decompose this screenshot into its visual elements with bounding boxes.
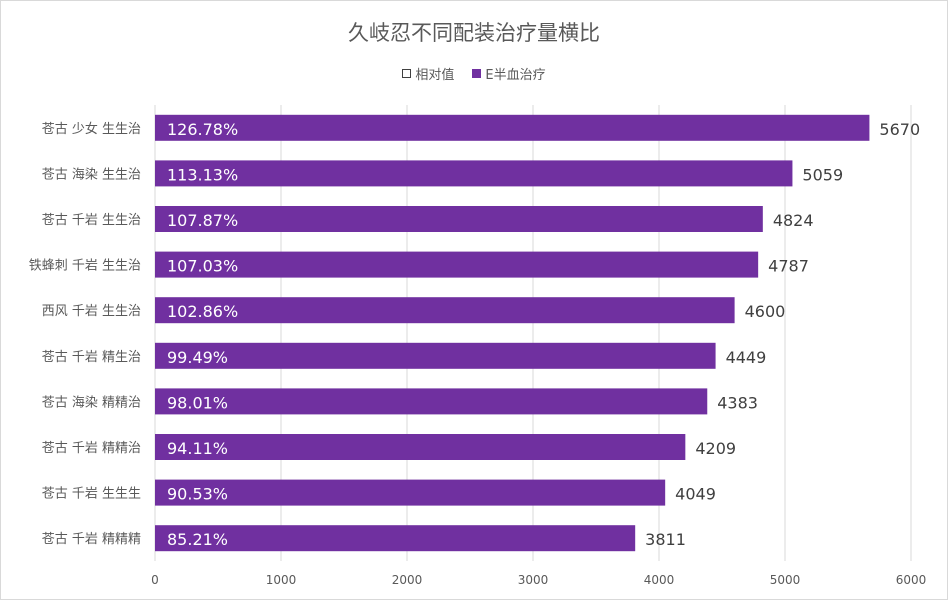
heal-value-label-6: 4383 bbox=[717, 393, 758, 412]
legend-swatch-relative bbox=[402, 69, 412, 78]
bar-0 bbox=[155, 114, 870, 141]
bar-4 bbox=[155, 297, 735, 324]
bar-1 bbox=[155, 160, 793, 187]
relative-value-label-9: 85.21% bbox=[167, 530, 228, 549]
heal-value-label-1: 5059 bbox=[802, 165, 843, 184]
relative-value-label-7: 94.11% bbox=[167, 439, 228, 458]
relative-value-label-1: 113.13% bbox=[167, 165, 238, 184]
bar-6 bbox=[155, 388, 708, 415]
category-label-7: 苍古 千岩 精精治 bbox=[42, 441, 141, 456]
category-label-3: 铁蜂刺 千岩 生生治 bbox=[29, 259, 141, 274]
x-tick-label-6000: 6000 bbox=[896, 573, 927, 587]
heal-value-label-0: 5670 bbox=[879, 120, 920, 139]
category-label-0: 苍古 少女 生生治 bbox=[42, 121, 141, 137]
chart-title: 久岐忍不同配装治疗量横比 bbox=[348, 21, 600, 45]
category-label-1: 苍古 海染 生生治 bbox=[42, 167, 141, 182]
bar-2 bbox=[155, 206, 763, 232]
legend-label-relative: 相对值 bbox=[415, 68, 455, 83]
bar-5 bbox=[155, 342, 716, 369]
relative-value-label-8: 90.53% bbox=[167, 485, 228, 504]
legend-entry-relative: 相对值 bbox=[402, 64, 454, 83]
relative-value-label-2: 107.87% bbox=[167, 211, 238, 230]
category-label-6: 苍古 海染 精精治 bbox=[42, 395, 141, 410]
x-tick-label-2000: 2000 bbox=[392, 573, 423, 587]
bar-7 bbox=[155, 434, 686, 460]
legend: 相对值 E半血治疗 bbox=[1, 64, 947, 83]
legend-swatch-heal bbox=[472, 69, 482, 78]
heal-value-label-7: 4209 bbox=[695, 439, 736, 458]
relative-value-label-3: 107.03% bbox=[167, 257, 238, 276]
relative-value-label-0: 126.78% bbox=[167, 120, 238, 139]
heal-value-label-9: 3811 bbox=[645, 530, 686, 549]
legend-entry-heal: E半血治疗 bbox=[472, 64, 546, 83]
relative-value-label-6: 98.01% bbox=[167, 393, 228, 412]
heal-value-label-8: 4049 bbox=[675, 485, 716, 504]
x-tick-label-4000: 4000 bbox=[644, 573, 675, 587]
category-label-9: 苍古 千岩 精精精 bbox=[42, 532, 141, 547]
heal-value-label-5: 4449 bbox=[726, 348, 767, 367]
heal-value-label-3: 4787 bbox=[768, 257, 809, 276]
relative-value-label-5: 99.49% bbox=[167, 348, 228, 367]
legend-label-heal: E半血治疗 bbox=[485, 68, 546, 83]
category-label-5: 苍古 千岩 精生治 bbox=[42, 350, 141, 365]
x-tick-label-1000: 1000 bbox=[266, 573, 297, 587]
bar-3 bbox=[155, 251, 759, 278]
x-tick-label-5000: 5000 bbox=[770, 573, 801, 587]
category-label-8: 苍古 千岩 生生生 bbox=[42, 487, 141, 502]
category-label-2: 苍古 千岩 生生治 bbox=[42, 213, 141, 228]
bar-8 bbox=[155, 479, 666, 506]
heal-value-label-4: 4600 bbox=[745, 302, 786, 321]
x-tick-label-0: 0 bbox=[151, 573, 159, 587]
bar-9 bbox=[155, 525, 636, 552]
x-tick-label-3000: 3000 bbox=[518, 573, 549, 587]
heal-value-label-2: 4824 bbox=[773, 211, 814, 230]
category-label-4: 西风 千岩 生生治 bbox=[42, 304, 141, 319]
relative-value-label-4: 102.86% bbox=[167, 302, 238, 321]
